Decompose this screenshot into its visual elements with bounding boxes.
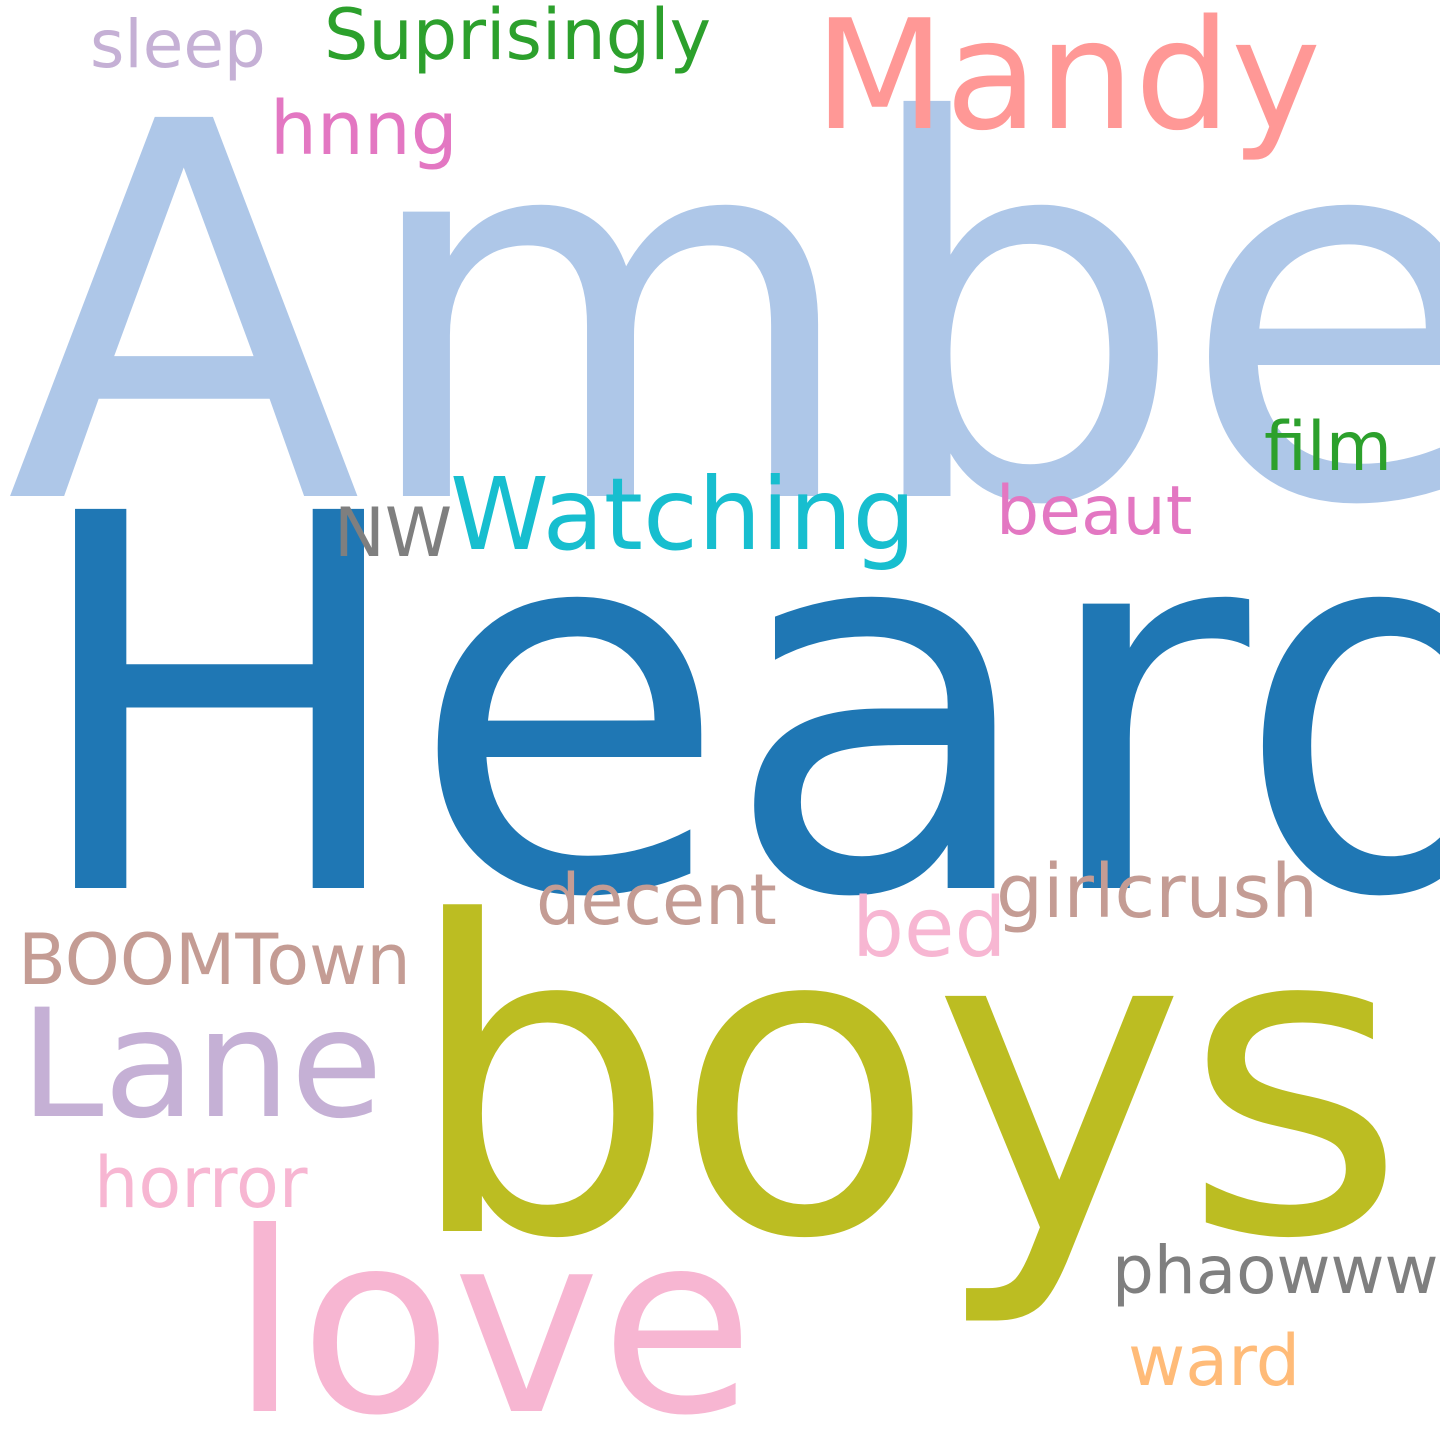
word-decent: decent <box>536 859 777 941</box>
word-amber: Amber <box>6 13 1440 619</box>
word-phaowww: phaowww <box>1112 1232 1439 1309</box>
word-heard: Heard <box>24 405 1440 1011</box>
word-beaut: beaut <box>996 472 1193 551</box>
word-hnng: hnng <box>270 86 458 172</box>
word-suprisingly: Suprisingly <box>324 0 712 76</box>
word-watching: Watching <box>450 456 916 573</box>
word-sleep: sleep <box>90 6 266 83</box>
word-mandy: Mandy <box>814 0 1322 164</box>
word-bed: bed <box>852 881 1007 976</box>
word-ward: ward <box>1128 1320 1301 1402</box>
word-love: love <box>230 1179 755 1440</box>
word-nw: NW <box>334 494 453 573</box>
word-boys: boys <box>404 833 1407 1333</box>
word-girlcrush: girlcrush <box>996 849 1318 935</box>
word-film: film <box>1264 408 1392 487</box>
word-boomtown: BOOMTown <box>18 919 411 1001</box>
word-horror: horror <box>94 1142 308 1224</box>
word-lane: Lane <box>20 978 383 1152</box>
